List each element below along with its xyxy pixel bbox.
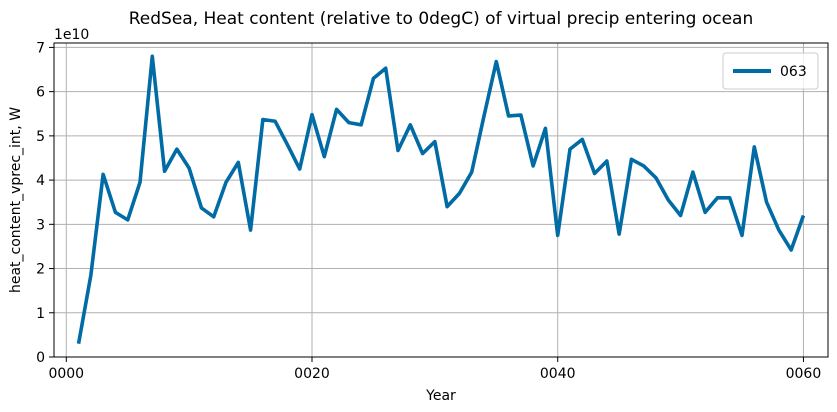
x-tick-label: 0020 [294,366,330,382]
x-tick-label: 0060 [786,366,822,382]
y-tick-label: 5 [36,129,45,145]
plot-area-frame [53,42,829,358]
y-tick-label: 1 [36,306,45,322]
series-layer [76,54,806,345]
y-tick-label: 3 [36,217,45,233]
y-tick-label: 4 [36,173,45,189]
legend: 063 [722,52,819,90]
y-tick-label: 6 [36,85,45,101]
y-tick-label: 0 [36,350,45,366]
x-tick-label: 0040 [540,366,576,382]
x-axis-label: Year [425,388,456,404]
chart-title: RedSea, Heat content (relative to 0degC)… [129,9,754,29]
axes-frame [53,42,829,358]
y-tick-label: 7 [36,40,45,56]
tick-labels: 0000 0020 0040 0060 0 1 2 3 4 5 6 7 [36,40,821,382]
y-tick-label: 2 [36,262,45,278]
series-line-063 [76,54,806,345]
grid-lines [54,43,828,358]
x-tick-label: 0000 [48,366,84,382]
legend-label-063: 063 [780,64,807,80]
y-axis-label: heat_content_vprec_int, W [8,107,24,293]
y-axis-offset-label: 1e10 [54,27,89,43]
